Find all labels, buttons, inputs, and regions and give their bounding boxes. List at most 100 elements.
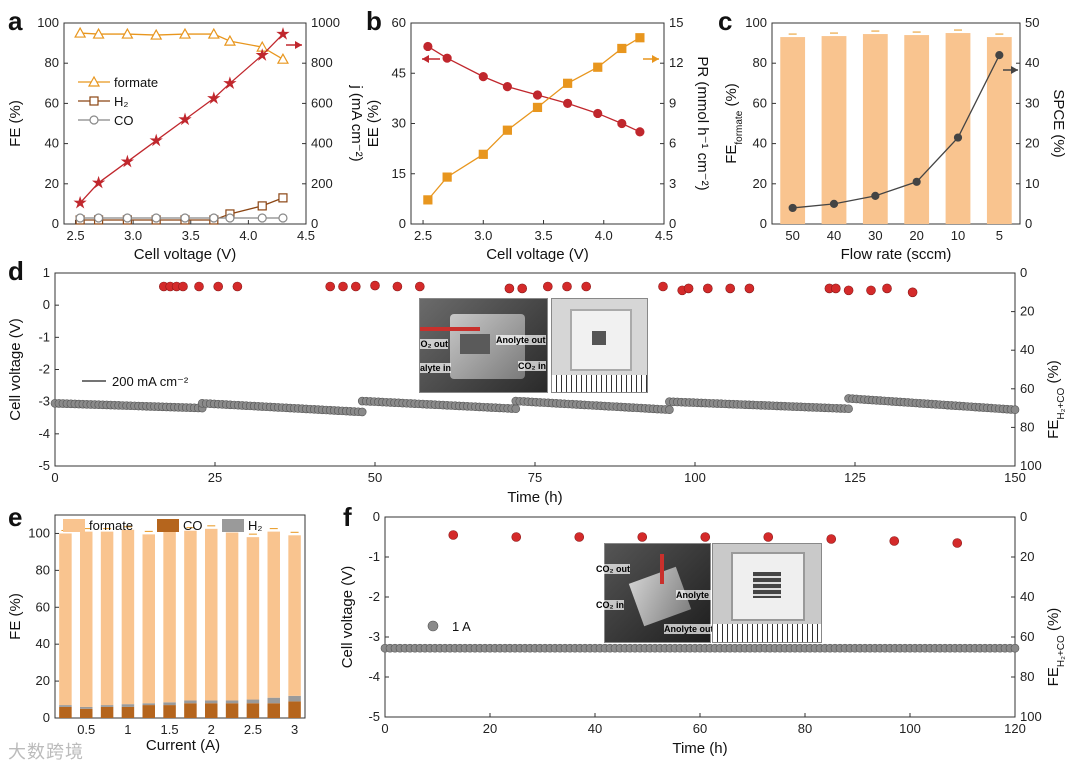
xtick-label-d: 150 <box>1004 470 1026 485</box>
ytick-label-a: 80 <box>45 55 59 70</box>
bar-H-e <box>184 700 197 704</box>
xtick-label-b: 4.0 <box>595 228 613 243</box>
data-point-spce-c <box>912 177 921 186</box>
photo-label-co2-in-d: CO₂ in <box>518 361 546 371</box>
bar-CO-e <box>288 701 301 718</box>
ytick-label-b: 45 <box>392 65 406 80</box>
y2tick-label-b: 12 <box>669 55 683 70</box>
y-axis-label-c: FEformate (%) <box>723 83 745 164</box>
photo-label-anolyte-out-d: Anolyte out <box>496 335 546 345</box>
fe-point-f <box>637 532 648 542</box>
bar-H-e <box>80 706 93 709</box>
y2tick-label-f: 100 <box>1020 709 1042 724</box>
y2tick-label-a: 600 <box>311 95 333 110</box>
photo-label-anolyte-out-f: Anolyte out <box>664 624 714 634</box>
x-axis-label-e: Current (A) <box>146 737 220 754</box>
ytick-label-f: -1 <box>368 549 380 564</box>
data-point-star-a <box>73 195 87 209</box>
y2tick-label-c: 50 <box>1025 15 1039 30</box>
data-point-spce-c <box>829 199 839 208</box>
y2tick-label-f: 80 <box>1020 669 1034 684</box>
ytick-label-d: -5 <box>38 458 50 473</box>
y2-axis-label-f: FEH₂+CO (%) <box>1045 608 1067 687</box>
xtick-label-e: 1.5 <box>161 722 179 737</box>
y2-axis-label-b: PR (mmol h⁻¹ cm⁻²) <box>694 56 711 190</box>
data-point-triangle-a <box>92 27 105 39</box>
bar-formate-e <box>288 535 301 696</box>
panel-label-e: e <box>8 502 22 532</box>
fe-point-d <box>866 285 876 296</box>
data-point-EE-b <box>423 41 433 52</box>
data-point-triangle-a <box>276 52 289 64</box>
x-axis-label-f: Time (h) <box>672 740 727 757</box>
y2tick-label-d: 20 <box>1020 304 1034 319</box>
ytick-label-d: 1 <box>43 265 50 280</box>
fe-point-f <box>511 532 522 542</box>
xtick-label-d: 25 <box>208 470 222 485</box>
y2tick-label-b: 15 <box>669 15 683 30</box>
ytick-label-c: 20 <box>753 176 767 191</box>
bar-H-e <box>205 700 218 704</box>
y2tick-label-f: 0 <box>1020 509 1027 524</box>
data-point-triangle-a <box>223 34 236 46</box>
legend-marker-f <box>427 620 439 632</box>
bar-formate-e <box>121 529 135 705</box>
xtick-label-e: 1 <box>124 722 131 737</box>
cell-photo-d-right <box>551 298 648 393</box>
series-line-PR-b <box>427 37 641 201</box>
data-point-spce-c <box>788 203 797 213</box>
legend-marker-a <box>87 75 101 87</box>
data-point-circle-a <box>122 213 132 223</box>
xtick-label-e: 0.5 <box>77 722 95 737</box>
data-point-star-a <box>255 48 269 61</box>
ytick-label-d: -2 <box>38 362 50 377</box>
axis-arrow-ee-b-head <box>422 55 429 63</box>
data-point-circle-a <box>257 213 267 223</box>
voltage-point-d <box>1010 405 1020 415</box>
y2tick-label-f: 60 <box>1020 629 1034 644</box>
legend-label-d: 200 mA cm⁻² <box>112 374 189 389</box>
bar-CO-e <box>59 706 72 718</box>
xtick-label-f: 20 <box>483 721 497 736</box>
xtick-label-a: 2.5 <box>66 228 84 243</box>
data-point-spce-c <box>871 191 880 200</box>
y2tick-label-c: 0 <box>1025 216 1032 231</box>
bar-CO-e <box>100 706 114 718</box>
panel-label-f: f <box>343 502 352 532</box>
ytick-label-e: 40 <box>36 636 50 651</box>
data-point-EE-b <box>563 98 573 109</box>
legend-label-e: formate <box>89 518 133 533</box>
xtick-label-d: 75 <box>528 470 542 485</box>
data-point-spce-c <box>953 133 963 142</box>
xtick-label-c: 40 <box>827 228 841 243</box>
bar-H-e <box>246 699 260 704</box>
bar-formate-e <box>205 528 218 701</box>
ytick-label-b: 15 <box>392 166 406 181</box>
axis-arrow-spce-c-head <box>1011 66 1018 74</box>
fe-point-d <box>325 281 336 292</box>
xtick-label-b: 2.5 <box>414 228 432 243</box>
ytick-label-e: 20 <box>36 673 50 688</box>
axes-frame-e <box>54 514 306 719</box>
data-point-star-a <box>223 76 237 90</box>
cell-photo-d-left: CO₂ out Analyte in Anolyte out CO₂ in <box>419 298 548 393</box>
fe-point-f <box>448 530 459 540</box>
xtick-label-a: 4.5 <box>297 228 315 243</box>
xtick-label-f: 100 <box>899 721 921 736</box>
bar-H-e <box>163 702 176 706</box>
y2tick-label-a: 1000 <box>311 15 340 30</box>
ytick-label-f: -3 <box>368 629 380 644</box>
y2tick-label-d: 40 <box>1020 342 1034 357</box>
fe-point-d <box>843 285 854 296</box>
legend-swatch-e <box>222 519 244 532</box>
ytick-label-f: 0 <box>373 509 380 524</box>
bar-H-e <box>225 700 239 704</box>
ytick-label-b: 0 <box>399 216 406 231</box>
bar-CO-e <box>121 706 135 718</box>
panel-label-c: c <box>718 6 732 36</box>
xtick-label-b: 4.5 <box>655 228 673 243</box>
bar-CO-e <box>205 703 218 718</box>
legend-swatch-e <box>63 519 85 532</box>
data-point-star-a <box>178 112 192 126</box>
